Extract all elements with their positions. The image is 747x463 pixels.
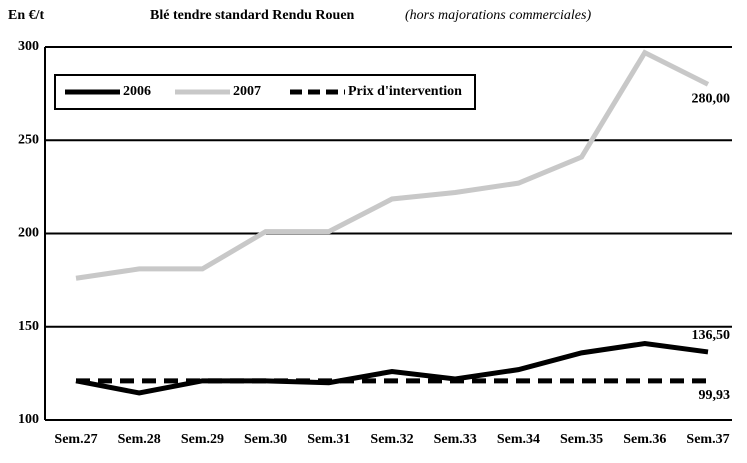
chart-title: Blé tendre standard Rendu Rouen <box>150 8 355 23</box>
x-tick-label: Sem.32 <box>370 432 413 447</box>
legend-label: Prix d'intervention <box>348 84 462 99</box>
series-line <box>75 49 710 281</box>
legend-box <box>54 74 476 110</box>
y-tick-label: 100 <box>18 412 39 427</box>
x-tick-label: Sem.36 <box>623 432 666 447</box>
data-label: 280,00 <box>692 92 731 107</box>
series-line <box>75 341 709 396</box>
x-tick-label: Sem.30 <box>244 432 287 447</box>
x-tick-label: Sem.35 <box>560 432 603 447</box>
x-tick-label: Sem.28 <box>118 432 161 447</box>
y-tick-label: 250 <box>18 132 39 147</box>
legend-label: 2007 <box>233 84 261 99</box>
legend-label: 2006 <box>123 84 151 99</box>
x-tick-label: Sem.37 <box>686 432 729 447</box>
data-label: 136,50 <box>692 328 731 343</box>
y-tick-label: 200 <box>18 226 39 241</box>
x-tick-label: Sem.29 <box>181 432 224 447</box>
chart-subtitle: (hors majorations commerciales) <box>405 8 591 23</box>
x-tick-label: Sem.34 <box>497 432 540 447</box>
y-tick-label: 300 <box>18 39 39 54</box>
x-tick-label: Sem.27 <box>54 432 97 447</box>
annotation: 99,93 <box>699 388 731 403</box>
y-tick-label: 150 <box>18 319 39 334</box>
x-tick-label: Sem.33 <box>434 432 477 447</box>
x-tick-label: Sem.31 <box>307 432 350 447</box>
y-axis-label: En €/t <box>8 8 45 23</box>
